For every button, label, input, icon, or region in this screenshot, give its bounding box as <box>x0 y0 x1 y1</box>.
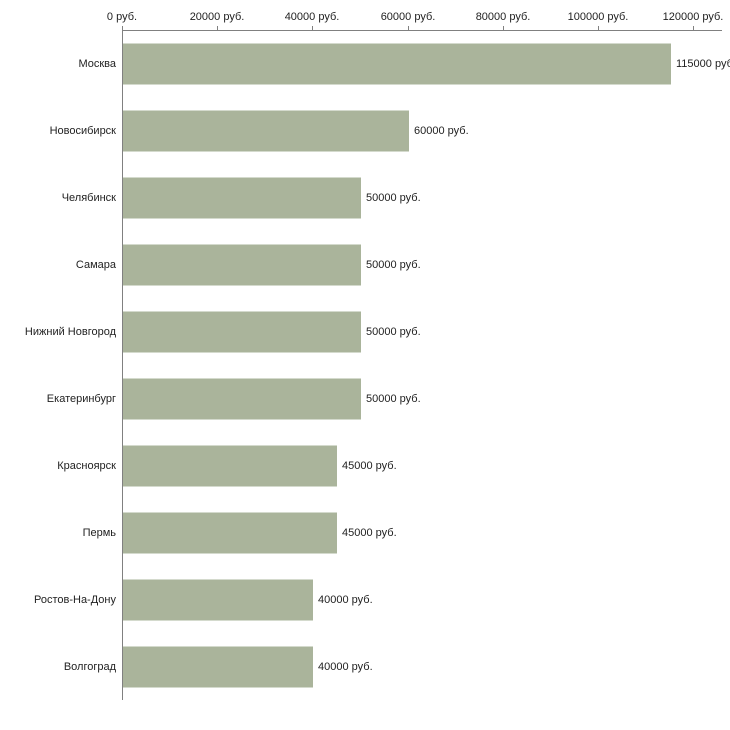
x-tick-mark <box>217 26 218 30</box>
value-label: 50000 руб. <box>366 258 421 271</box>
category-label: Красноярск <box>57 459 116 472</box>
bar <box>123 378 361 419</box>
x-tick-label: 0 руб. <box>106 11 138 23</box>
category-label: Волгоград <box>63 660 116 673</box>
x-tick-label: 60000 руб. <box>380 11 436 23</box>
x-tick-label: 80000 руб. <box>475 11 531 23</box>
value-label: 45000 руб. <box>342 526 397 539</box>
plot-area: Москва 115000 руб. Новосибирск 60000 руб. Че… <box>0 30 730 700</box>
category-label: Новосибирск <box>49 124 116 137</box>
bar-cell: 60000 руб. <box>122 97 730 164</box>
bar <box>123 579 313 620</box>
x-tick-mark <box>598 26 599 30</box>
x-tick-mark <box>312 26 313 30</box>
category-label: Челябинск <box>61 191 116 204</box>
value-label: 45000 руб. <box>342 459 397 472</box>
bar <box>123 110 409 151</box>
x-tick-label: 100000 руб. <box>567 11 629 23</box>
bar <box>123 445 337 486</box>
bar-row: Красноярск 45000 руб. <box>0 432 730 499</box>
x-tick-label: 20000 руб. <box>189 11 245 23</box>
category-label: Ростов-На-Дону <box>33 593 116 606</box>
x-tick-mark <box>693 26 694 30</box>
x-tick-label: 120000 руб. <box>662 11 724 23</box>
bar <box>123 311 361 352</box>
bar-cell: 50000 руб. <box>122 164 730 231</box>
category-label: Нижний Новгород <box>24 325 116 338</box>
bar-cell: 45000 руб. <box>122 499 730 566</box>
value-label: 50000 руб. <box>366 392 421 405</box>
bar <box>123 244 361 285</box>
bar-row: Новосибирск 60000 руб. <box>0 97 730 164</box>
x-tick-mark <box>122 26 123 30</box>
value-label: 115000 руб. <box>676 57 730 70</box>
bar-row: Ростов-На-Дону 40000 руб. <box>0 566 730 633</box>
bar-cell: 45000 руб. <box>122 432 730 499</box>
bar-cell: 50000 руб. <box>122 231 730 298</box>
bar <box>123 43 671 84</box>
bar-cell: 50000 руб. <box>122 298 730 365</box>
bar-row: Самара 50000 руб. <box>0 231 730 298</box>
y-axis-line <box>122 30 123 700</box>
bar-row: Екатеринбург 50000 руб. <box>0 365 730 432</box>
value-label: 50000 руб. <box>366 191 421 204</box>
value-label: 40000 руб. <box>318 593 373 606</box>
value-label: 40000 руб. <box>318 660 373 673</box>
bar-row: Пермь 45000 руб. <box>0 499 730 566</box>
bar-cell: 40000 руб. <box>122 633 730 700</box>
value-label: 60000 руб. <box>414 124 469 137</box>
x-axis: 0 руб. 20000 руб. 40000 руб. 60000 руб. 8000… <box>107 0 724 31</box>
bar-cell: 40000 руб. <box>122 566 730 633</box>
bar-row: Челябинск 50000 руб. <box>0 164 730 231</box>
bar <box>123 512 337 553</box>
x-tick-mark <box>408 26 409 30</box>
category-label: Москва <box>78 57 116 70</box>
bar-row: Волгоград 40000 руб. <box>0 633 730 700</box>
category-label: Екатеринбург <box>46 392 116 405</box>
bar-row: Москва 115000 руб. <box>0 30 730 97</box>
bar-cell: 50000 руб. <box>122 365 730 432</box>
value-label: 50000 руб. <box>366 325 421 338</box>
category-label: Пермь <box>82 526 116 539</box>
x-tick-label: 40000 руб. <box>284 11 340 23</box>
category-label: Самара <box>75 258 116 271</box>
bar-row: Нижний Новгород 50000 руб. <box>0 298 730 365</box>
x-tick-mark <box>503 26 504 30</box>
bar-cell: 115000 руб. <box>122 30 730 97</box>
bar <box>123 177 361 218</box>
bar <box>123 646 313 687</box>
